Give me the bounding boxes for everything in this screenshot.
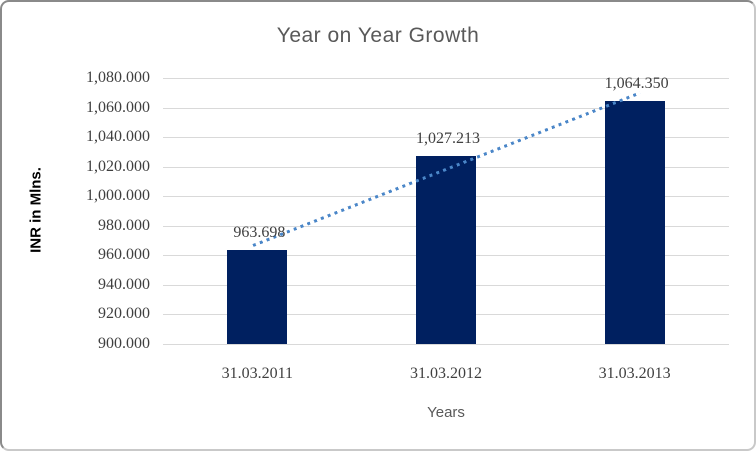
y-tick-label: 1,040.000	[86, 128, 150, 146]
bar-data-label: 1,064.350	[604, 75, 669, 93]
y-tick-label: 1,020.000	[86, 157, 150, 175]
plot-area: 900.000 920.000 940.000 960.000 980.000 1,000…	[86, 69, 729, 382]
x-category-label: 31.03.2012	[410, 365, 482, 382]
bar-data-label: 963.698	[233, 223, 286, 241]
gridline	[163, 78, 729, 79]
x-axis-title: Years	[427, 404, 465, 421]
y-tick-label: 920.000	[98, 305, 150, 323]
bar-data-label: 1,027.213	[416, 130, 480, 147]
chart-title: Year on Year Growth	[276, 24, 480, 47]
bar	[416, 156, 476, 344]
bar	[604, 101, 665, 344]
y-tick-label: 1,060.000	[86, 98, 150, 116]
y-tick-label: 1,080.000	[86, 69, 150, 86]
y-tick-label: 960.000	[98, 246, 150, 264]
x-category-label: 31.03.2011	[221, 365, 294, 382]
y-axis-title: INR in Mlns.	[27, 167, 45, 253]
gridline	[163, 344, 729, 345]
y-tick-label: 1,000.000	[86, 187, 150, 205]
y-tick-label: 980.000	[98, 216, 150, 234]
bar	[227, 249, 288, 344]
gridline	[163, 137, 729, 139]
y-tick-label: 900.000	[98, 335, 150, 352]
y-tick-label: 940.000	[98, 275, 150, 293]
x-category-label: 31.03.2013	[598, 365, 671, 382]
gridline	[163, 107, 729, 109]
